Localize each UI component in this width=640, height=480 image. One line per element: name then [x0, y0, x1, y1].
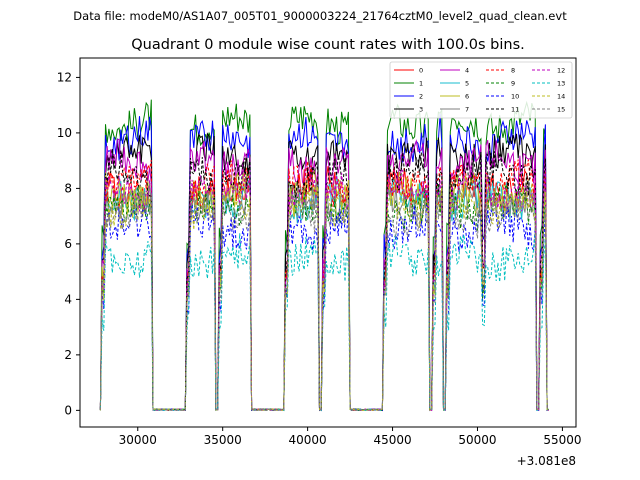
y-tick-label: 0	[64, 403, 72, 417]
legend-label-14: 14	[557, 93, 565, 101]
series-line-10	[99, 204, 550, 412]
series-line-15	[99, 190, 549, 411]
y-tick-label: 4	[64, 292, 72, 306]
legend-label-8: 8	[511, 67, 515, 75]
series-layer	[99, 99, 550, 412]
legend-label-12: 12	[557, 67, 565, 75]
legend-label-0: 0	[419, 67, 423, 75]
x-tick-label: 35000	[204, 433, 242, 447]
legend-label-11: 11	[511, 106, 519, 114]
legend-box	[389, 61, 573, 119]
plot-frame	[79, 57, 577, 428]
legend-label-10: 10	[511, 93, 519, 101]
legend-label-6: 6	[465, 93, 469, 101]
legend-label-9: 9	[511, 80, 515, 88]
legend-label-3: 3	[419, 106, 423, 114]
legend-label-7: 7	[465, 106, 469, 114]
legend-label-15: 15	[557, 106, 565, 114]
y-tick-label: 10	[57, 126, 72, 140]
y-tick-label: 8	[64, 181, 72, 195]
legend-label-1: 1	[419, 80, 423, 88]
x-tick-label: 55000	[543, 433, 581, 447]
x-tick-label: 50000	[458, 433, 496, 447]
chart-title: Quadrant 0 module wise count rates with …	[131, 37, 525, 53]
x-tick-label: 40000	[289, 433, 327, 447]
y-axis: 0 2 4 6 8 10 12	[57, 70, 80, 417]
legend-label-2: 2	[419, 93, 423, 101]
y-tick-label: 2	[64, 348, 72, 362]
x-axis: 30000 35000 40000 45000 50000 55000	[119, 427, 582, 447]
series-line-14	[99, 183, 549, 411]
y-tick-label: 6	[64, 237, 72, 251]
y-tick-label: 12	[57, 70, 72, 84]
series-line-13	[99, 233, 549, 412]
chart-suptitle: Data file: modeM0/AS1A07_005T01_90000032…	[73, 9, 567, 23]
x-tick-label: 30000	[119, 433, 157, 447]
x-tick-label: 45000	[373, 433, 411, 447]
legend-label-4: 4	[465, 67, 469, 75]
legend-label-5: 5	[465, 80, 469, 88]
x-offset-label: +3.081e8	[517, 454, 576, 468]
legend-label-13: 13	[557, 80, 565, 88]
